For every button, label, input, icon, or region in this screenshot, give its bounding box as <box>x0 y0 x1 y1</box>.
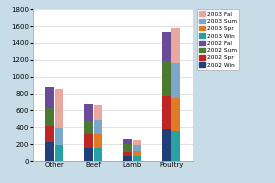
Bar <box>133 151 141 156</box>
Bar <box>84 121 93 134</box>
Bar <box>84 104 93 121</box>
Bar <box>94 120 102 135</box>
Bar <box>84 148 93 161</box>
Bar <box>45 143 54 161</box>
Bar <box>94 135 102 148</box>
Bar <box>94 104 102 120</box>
Bar <box>162 61 171 96</box>
Bar <box>55 128 63 145</box>
Bar <box>84 134 93 148</box>
Bar <box>45 108 54 126</box>
Bar <box>123 156 132 161</box>
Bar <box>133 145 141 151</box>
Bar <box>45 87 54 108</box>
Bar <box>172 28 180 63</box>
Bar <box>172 131 180 161</box>
Bar <box>133 156 141 161</box>
Bar <box>55 145 63 161</box>
Bar <box>162 32 171 61</box>
Bar <box>172 98 180 131</box>
Bar <box>45 126 54 143</box>
Bar <box>94 148 102 161</box>
Bar <box>55 89 63 128</box>
Bar <box>123 152 132 156</box>
Bar <box>123 144 132 152</box>
Bar <box>123 139 132 144</box>
Bar <box>172 63 180 98</box>
Legend: 2003 Fal, 2003 Sum, 2003 Spr, 2003 Win, 2002 Fal, 2002 Sum, 2002 Spr, 2002 Win: 2003 Fal, 2003 Sum, 2003 Spr, 2003 Win, … <box>197 9 239 70</box>
Bar <box>162 96 171 129</box>
Bar <box>133 139 141 145</box>
Bar <box>162 129 171 161</box>
